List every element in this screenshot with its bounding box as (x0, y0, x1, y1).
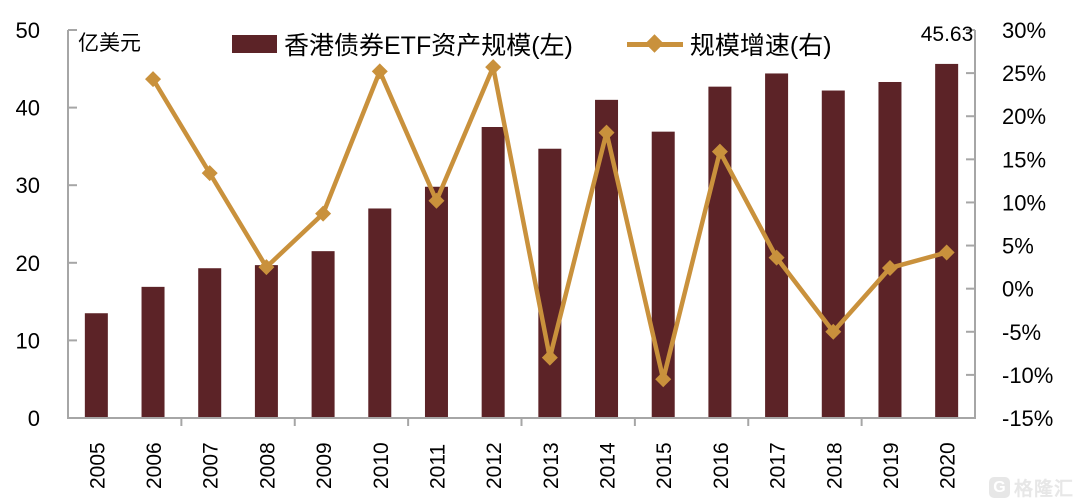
bar-series-swatch (232, 35, 277, 53)
bar-2008 (254, 265, 278, 418)
watermark: G 格隆汇 (988, 474, 1074, 501)
bar-2007 (198, 268, 222, 418)
right-tick-label: -5% (1002, 320, 1041, 345)
line-series (145, 59, 955, 388)
line-series-swatch (626, 34, 683, 53)
bar-2019 (878, 81, 902, 418)
bar-2005 (84, 313, 108, 418)
bar-series (84, 63, 959, 419)
growth-point-marker (315, 205, 332, 222)
bar-2014 (595, 99, 619, 418)
left-tick-label: 0 (28, 406, 40, 431)
x-tick-label-2014: 2014 (597, 442, 620, 489)
left-tick-label: 30 (16, 173, 40, 198)
right-tick-label: 20% (1002, 104, 1046, 129)
x-tick-label-2019: 2019 (880, 442, 903, 489)
left-axis: 0 10 20 30 40 50 (16, 18, 77, 431)
x-tick-label-2008: 2008 (256, 442, 279, 489)
legend-item-line-series: 规模增速(右) (626, 26, 832, 62)
line-series-label: 规模增速(右) (689, 32, 832, 60)
diamond-marker-icon (645, 34, 664, 53)
x-tick-label-2005: 2005 (86, 442, 109, 489)
x-tick-label-2009: 2009 (313, 442, 336, 489)
growth-point-marker (258, 259, 275, 276)
x-tick-label-2011: 2011 (426, 444, 449, 489)
right-tick-label: -15% (1002, 406, 1053, 431)
growth-point-marker (768, 249, 785, 266)
right-axis: -15% -10% -5% 0% 5% 10% 15% 20% 25% 30% (966, 18, 1053, 431)
growth-point-marker (145, 71, 162, 88)
right-tick-label: -10% (1002, 363, 1053, 388)
left-axis-unit-label: 亿美元 (78, 32, 141, 55)
x-axis: 2005 2006 2007 2008 2009 2010 2011 2012 2013 2014… (86, 418, 960, 489)
left-tick-label: 10 (16, 328, 40, 353)
bar-2017 (765, 73, 789, 419)
growth-point-marker (938, 244, 955, 261)
growth-point-marker (541, 349, 558, 366)
right-tick-label: 5% (1002, 234, 1034, 259)
bar-2011 (424, 186, 448, 418)
legend-item-bar-series: 香港债券ETF资产规模(左) (232, 26, 573, 62)
watermark-text: 格隆汇 (1013, 479, 1074, 500)
right-tick-label: 15% (1002, 147, 1046, 172)
chart-legend: 香港债券ETF资产规模(左) 规模增速(右) (232, 26, 832, 62)
x-tick-label-2010: 2010 (370, 442, 393, 489)
last-bar-value-label: 45.63 (920, 23, 974, 46)
x-tick-label-2016: 2016 (710, 442, 733, 489)
right-tick-label: 0% (1002, 277, 1034, 302)
growth-point-marker (371, 63, 388, 80)
growth-point-marker (655, 371, 672, 388)
growth-point-marker (201, 165, 218, 182)
growth-point-marker (825, 323, 842, 340)
growth-point-marker (428, 192, 445, 209)
bar-2013 (538, 148, 562, 418)
growth-point-marker (881, 259, 898, 276)
growth-point-marker (598, 124, 615, 141)
bar-2012 (481, 127, 505, 418)
growth-point-marker (485, 59, 502, 76)
bar-2010 (368, 208, 392, 418)
x-tick-label-2006: 2006 (143, 442, 166, 489)
right-tick-label: 25% (1002, 61, 1046, 86)
growth-point-marker (711, 143, 728, 160)
x-tick-label-2012: 2012 (483, 442, 506, 489)
left-tick-label: 20 (16, 251, 40, 276)
left-tick-label: 40 (16, 96, 40, 121)
watermark-logo-icon: G (988, 477, 1010, 498)
right-tick-label: 10% (1002, 190, 1046, 215)
x-tick-label-2007: 2007 (200, 442, 223, 489)
x-tick-label-2020: 2020 (937, 442, 960, 489)
bar-series-label: 香港债券ETF资产规模(左) (284, 32, 573, 60)
x-tick-label-2015: 2015 (653, 442, 676, 489)
left-tick-label: 50 (16, 18, 40, 43)
x-tick-label-2018: 2018 (823, 442, 846, 489)
x-tick-label-2013: 2013 (540, 442, 563, 489)
x-tick-label-2017: 2017 (767, 442, 790, 489)
right-tick-label: 30% (1002, 18, 1046, 43)
bar-2006 (141, 286, 165, 418)
bar-2016 (708, 86, 732, 418)
bar-2020 (935, 63, 959, 419)
bar-2018 (821, 90, 845, 418)
bar-2009 (311, 251, 335, 418)
